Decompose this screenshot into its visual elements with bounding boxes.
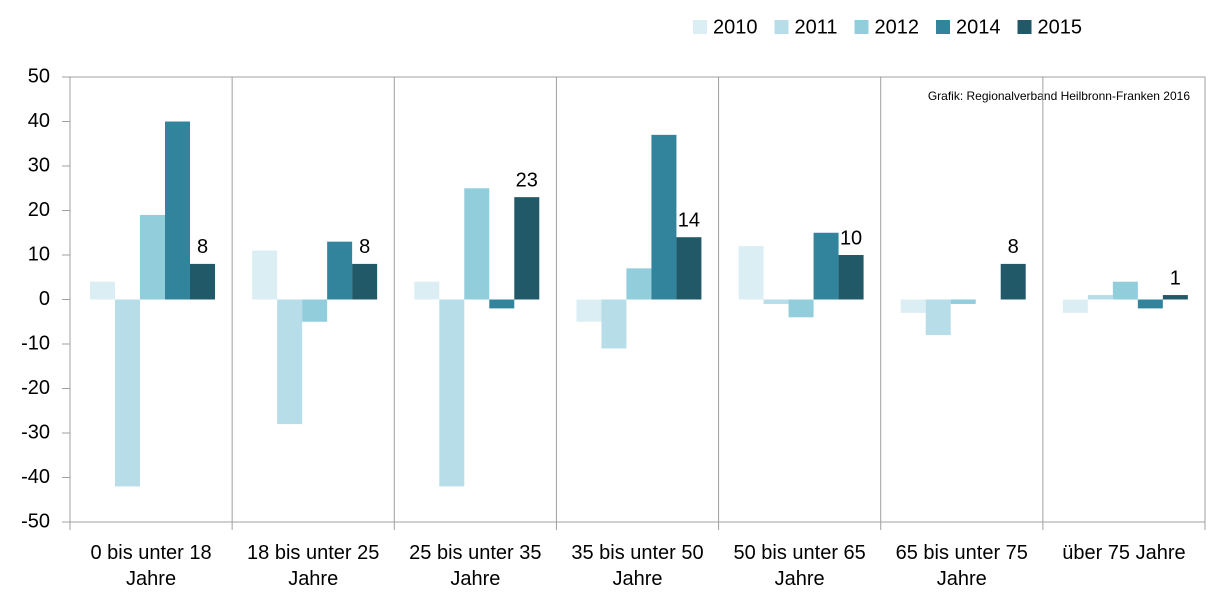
data-label: 1 [1170, 267, 1181, 289]
x-tick-label: über 75 Jahre [1062, 542, 1186, 564]
data-label: 8 [359, 236, 370, 258]
annotation: Grafik: Regionalverband Heilbronn-Franke… [928, 89, 1190, 103]
bar [1112, 281, 1138, 300]
y-tick-label: 40 [28, 110, 50, 132]
legend-label: 2015 [1038, 16, 1083, 38]
bar [601, 299, 627, 349]
y-tick-label: 10 [28, 243, 50, 265]
bar [514, 197, 540, 300]
bar [1000, 263, 1026, 300]
bar [464, 188, 490, 300]
x-tick-label: 25 bis unter 35 Jahre [409, 542, 542, 590]
bar [838, 255, 864, 300]
legend-swatch [774, 20, 789, 34]
bar [813, 232, 839, 300]
y-tick-label: -30 [21, 421, 50, 443]
data-label: 14 [678, 209, 700, 231]
bar [302, 299, 328, 322]
x-tick-label: 0 bis unter 18 Jahre [90, 542, 212, 590]
bar [1062, 299, 1088, 313]
y-tick-label: 30 [28, 154, 50, 176]
bar [352, 263, 378, 300]
bar [925, 299, 951, 336]
legend-swatch [936, 20, 951, 34]
x-tick-label: 35 bis unter 50 Jahre [571, 542, 704, 590]
y-tick-label: -10 [21, 332, 50, 354]
bar [788, 299, 814, 318]
x-tick-label: 65 bis unter 75 Jahre [895, 542, 1028, 590]
legend-label: 2011 [795, 16, 838, 38]
y-tick-label: 0 [39, 288, 50, 310]
bar [165, 121, 190, 300]
x-tick-label: 50 bis unter 65 Jahre [733, 542, 866, 590]
y-tick-label: -40 [21, 466, 50, 488]
bar [1137, 299, 1163, 309]
bar [252, 250, 278, 300]
bar [651, 134, 677, 300]
bar [676, 237, 702, 300]
data-label: 8 [197, 236, 208, 258]
legend-swatch [1017, 20, 1032, 34]
bar [1087, 295, 1113, 300]
y-tick-label: -50 [21, 510, 50, 532]
legend-label: 2014 [956, 16, 1001, 38]
bar [763, 299, 789, 304]
legend-swatch [854, 20, 869, 34]
y-tick-label: -20 [21, 377, 50, 399]
bar [190, 263, 215, 300]
legend-swatch [693, 20, 707, 34]
bar [140, 214, 165, 300]
bar [115, 299, 140, 487]
bar [900, 299, 926, 313]
bar [950, 299, 976, 304]
bar [277, 299, 303, 425]
bar [90, 281, 115, 300]
bar [576, 299, 602, 322]
x-tick-label: 18 bis unter 25 Jahre [247, 542, 380, 590]
bar [626, 268, 652, 300]
legend-label: 2010 [713, 16, 758, 38]
bar [1162, 295, 1188, 300]
y-tick-label: 50 [28, 65, 50, 87]
bar [414, 281, 440, 300]
y-tick-label: 20 [28, 199, 50, 221]
bar [327, 241, 353, 300]
bar [489, 299, 515, 309]
bar [439, 299, 465, 487]
data-label: 8 [1008, 236, 1019, 258]
legend-label: 2012 [875, 16, 920, 38]
bar [738, 246, 764, 300]
data-label: 23 [516, 169, 538, 191]
data-label: 10 [840, 227, 862, 249]
